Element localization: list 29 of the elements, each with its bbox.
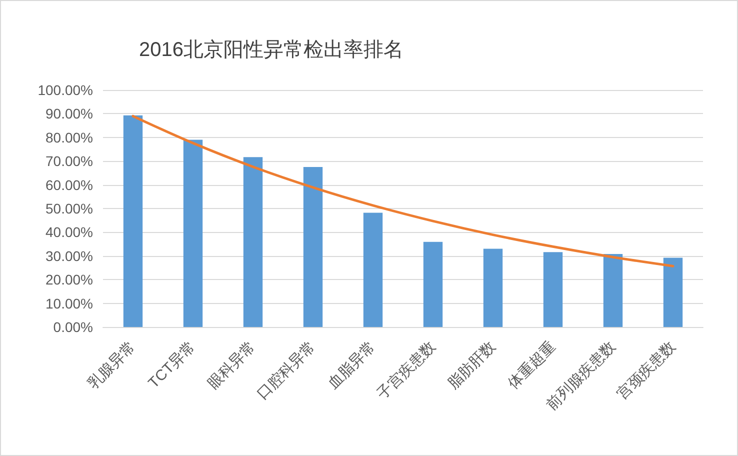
bar: [303, 167, 323, 327]
y-tick-label: 10.00%: [46, 295, 93, 312]
y-tick-label: 40.00%: [46, 224, 93, 240]
bar: [603, 254, 623, 327]
x-tick-label: 子宫疾患数: [374, 338, 440, 404]
y-tick-label: 30.00%: [46, 248, 93, 264]
y-tick-label: 50.00%: [46, 200, 93, 216]
y-tick-label: 20.00%: [46, 272, 93, 288]
y-tick-label: 90.00%: [46, 106, 93, 122]
y-tick-label: 0.00%: [53, 319, 93, 335]
line-series: [132, 114, 674, 268]
x-tick-label: 脂肪肝数: [444, 338, 500, 392]
bar: [123, 115, 143, 327]
x-tick-label: 口腔科异常: [254, 338, 320, 404]
y-tick-label: 60.00%: [46, 176, 93, 193]
bar: [183, 140, 203, 327]
bar: [363, 212, 383, 327]
x-tick-label: 乳腺异常: [84, 338, 140, 392]
x-tick-label: 宫颈疾患数: [614, 338, 680, 404]
bar: [423, 242, 443, 327]
y-tick-label: 100.00%: [38, 82, 93, 98]
bar: [663, 258, 683, 327]
chart-title: 2016北京阳性异常检出率排名: [139, 39, 404, 61]
y-tick-label: 80.00%: [46, 129, 93, 146]
y-tick-label: 70.00%: [46, 153, 93, 170]
bar: [243, 157, 263, 327]
bar: [543, 252, 563, 327]
x-tick-label: TCT异常: [145, 338, 200, 392]
bar: [483, 248, 503, 327]
